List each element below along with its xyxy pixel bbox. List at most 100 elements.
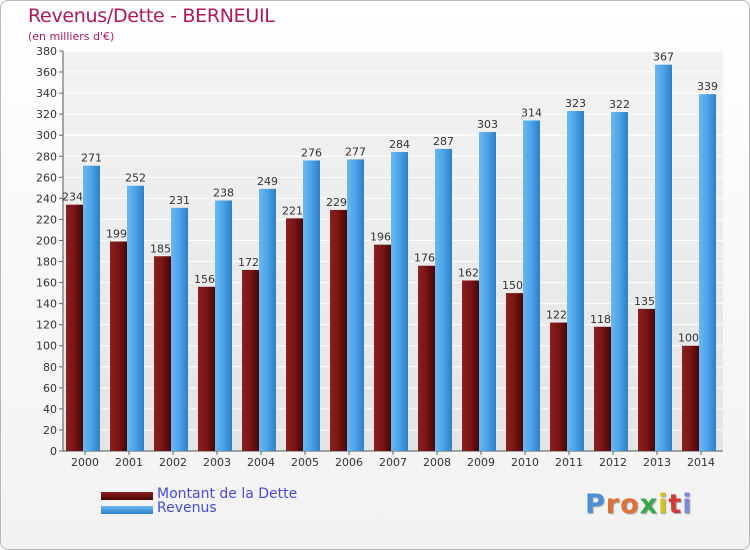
bar-revenus — [479, 132, 496, 452]
x-tick-label: 2008 — [423, 456, 451, 469]
bar-dette — [286, 218, 303, 451]
y-tick-label: 80 — [43, 361, 57, 374]
y-tick-label: 280 — [36, 150, 57, 163]
data-label-dette: 150 — [502, 279, 523, 292]
x-tick-label: 2002 — [159, 456, 187, 469]
legend-swatch-dette — [101, 492, 153, 500]
y-tick-label: 340 — [36, 87, 57, 100]
data-label-dette: 229 — [326, 196, 347, 209]
data-label-dette: 185 — [150, 242, 171, 255]
data-label-revenus: 277 — [345, 145, 366, 158]
logo-letter: x — [639, 489, 659, 520]
bar-dette — [110, 241, 127, 451]
data-label-dette: 162 — [458, 266, 479, 279]
data-label-dette: 156 — [194, 273, 215, 286]
data-label-revenus: 367 — [653, 51, 674, 64]
y-tick-label: 360 — [36, 66, 57, 79]
logo-letter: i — [658, 489, 669, 520]
bar-dette — [506, 293, 523, 451]
x-tick-label: 2010 — [511, 456, 539, 469]
bar-dette — [154, 256, 171, 451]
legend-label-dette: Montant de la Dette — [157, 486, 298, 502]
data-label-dette: 196 — [370, 231, 391, 244]
x-tick-label: 2005 — [291, 456, 319, 469]
bar-dette — [550, 322, 567, 451]
bar-revenus — [347, 159, 364, 451]
legend-swatch-revenus — [101, 506, 153, 514]
bar-revenus — [655, 64, 672, 452]
bar-revenus — [699, 94, 716, 451]
data-label-revenus: 323 — [565, 97, 586, 110]
y-tick-label: 100 — [36, 340, 57, 353]
logo-letter: o — [620, 489, 640, 520]
bar-dette — [418, 265, 435, 451]
bar-dette — [682, 345, 699, 451]
x-tick-label: 2014 — [687, 456, 715, 469]
x-tick-label: 2000 — [71, 456, 99, 469]
logo-letter: P — [585, 489, 606, 520]
data-label-revenus: 238 — [213, 186, 234, 199]
y-tick-label: 180 — [36, 256, 57, 269]
y-tick-label: 160 — [36, 277, 57, 290]
logo-letter: t — [668, 489, 683, 520]
x-tick-label: 2012 — [599, 456, 627, 469]
y-tick-label: 320 — [36, 108, 57, 121]
bar-revenus — [215, 200, 232, 451]
bar-revenus — [259, 188, 276, 452]
x-tick-label: 2003 — [203, 456, 231, 469]
logo-letter: i — [682, 489, 693, 520]
bar-revenus — [567, 111, 584, 451]
bar-revenus — [83, 165, 100, 451]
bar-dette — [242, 269, 259, 451]
bar-dette — [198, 286, 215, 451]
data-label-revenus: 252 — [125, 172, 146, 185]
y-tick-label: 0 — [50, 445, 57, 458]
data-label-revenus: 322 — [609, 98, 630, 111]
bar-dette — [462, 280, 479, 451]
bar-revenus — [171, 207, 188, 451]
data-label-dette: 122 — [546, 309, 567, 322]
y-tick-label: 60 — [43, 382, 57, 395]
y-tick-label: 240 — [36, 192, 57, 205]
data-label-dette: 118 — [590, 313, 611, 326]
legend-label-revenus: Revenus — [157, 500, 217, 516]
data-label-dette: 221 — [282, 204, 303, 217]
data-label-dette: 172 — [238, 256, 259, 269]
bar-dette — [66, 204, 83, 451]
x-tick-label: 2011 — [555, 456, 583, 469]
bar-revenus — [435, 148, 452, 452]
bar-dette — [330, 209, 347, 451]
y-tick-label: 20 — [43, 424, 57, 437]
data-label-dette: 100 — [678, 332, 699, 345]
proxiti-logo: Proxiti — [585, 489, 693, 520]
chart-subtitle: (en milliers d'€) — [28, 30, 115, 43]
logo-letter: r — [605, 489, 621, 520]
data-label-dette: 234 — [62, 191, 83, 204]
bar-dette — [374, 244, 391, 451]
bar-dette — [594, 326, 611, 451]
data-label-revenus: 339 — [697, 80, 718, 93]
x-tick-label: 2007 — [379, 456, 407, 469]
y-tick-label: 220 — [36, 213, 57, 226]
data-label-revenus: 231 — [169, 194, 190, 207]
data-label-revenus: 276 — [301, 146, 322, 159]
y-tick-label: 380 — [36, 45, 57, 58]
chart-title: Revenus/Dette - BERNEUIL — [28, 5, 275, 27]
data-label-dette: 176 — [414, 252, 435, 265]
bar-revenus — [391, 152, 408, 452]
y-tick-label: 300 — [36, 129, 57, 142]
data-label-revenus: 303 — [477, 118, 498, 131]
x-tick-label: 2004 — [247, 456, 275, 469]
data-label-revenus: 271 — [81, 152, 102, 165]
bar-dette — [638, 308, 655, 451]
bar-revenus — [523, 120, 540, 451]
y-tick-label: 40 — [43, 403, 57, 416]
data-label-revenus: 249 — [257, 175, 278, 188]
x-tick-label: 2013 — [643, 456, 671, 469]
y-tick-label: 200 — [36, 234, 57, 247]
data-label-dette: 135 — [634, 295, 655, 308]
bar-revenus — [127, 185, 144, 451]
bar-revenus — [303, 160, 320, 451]
